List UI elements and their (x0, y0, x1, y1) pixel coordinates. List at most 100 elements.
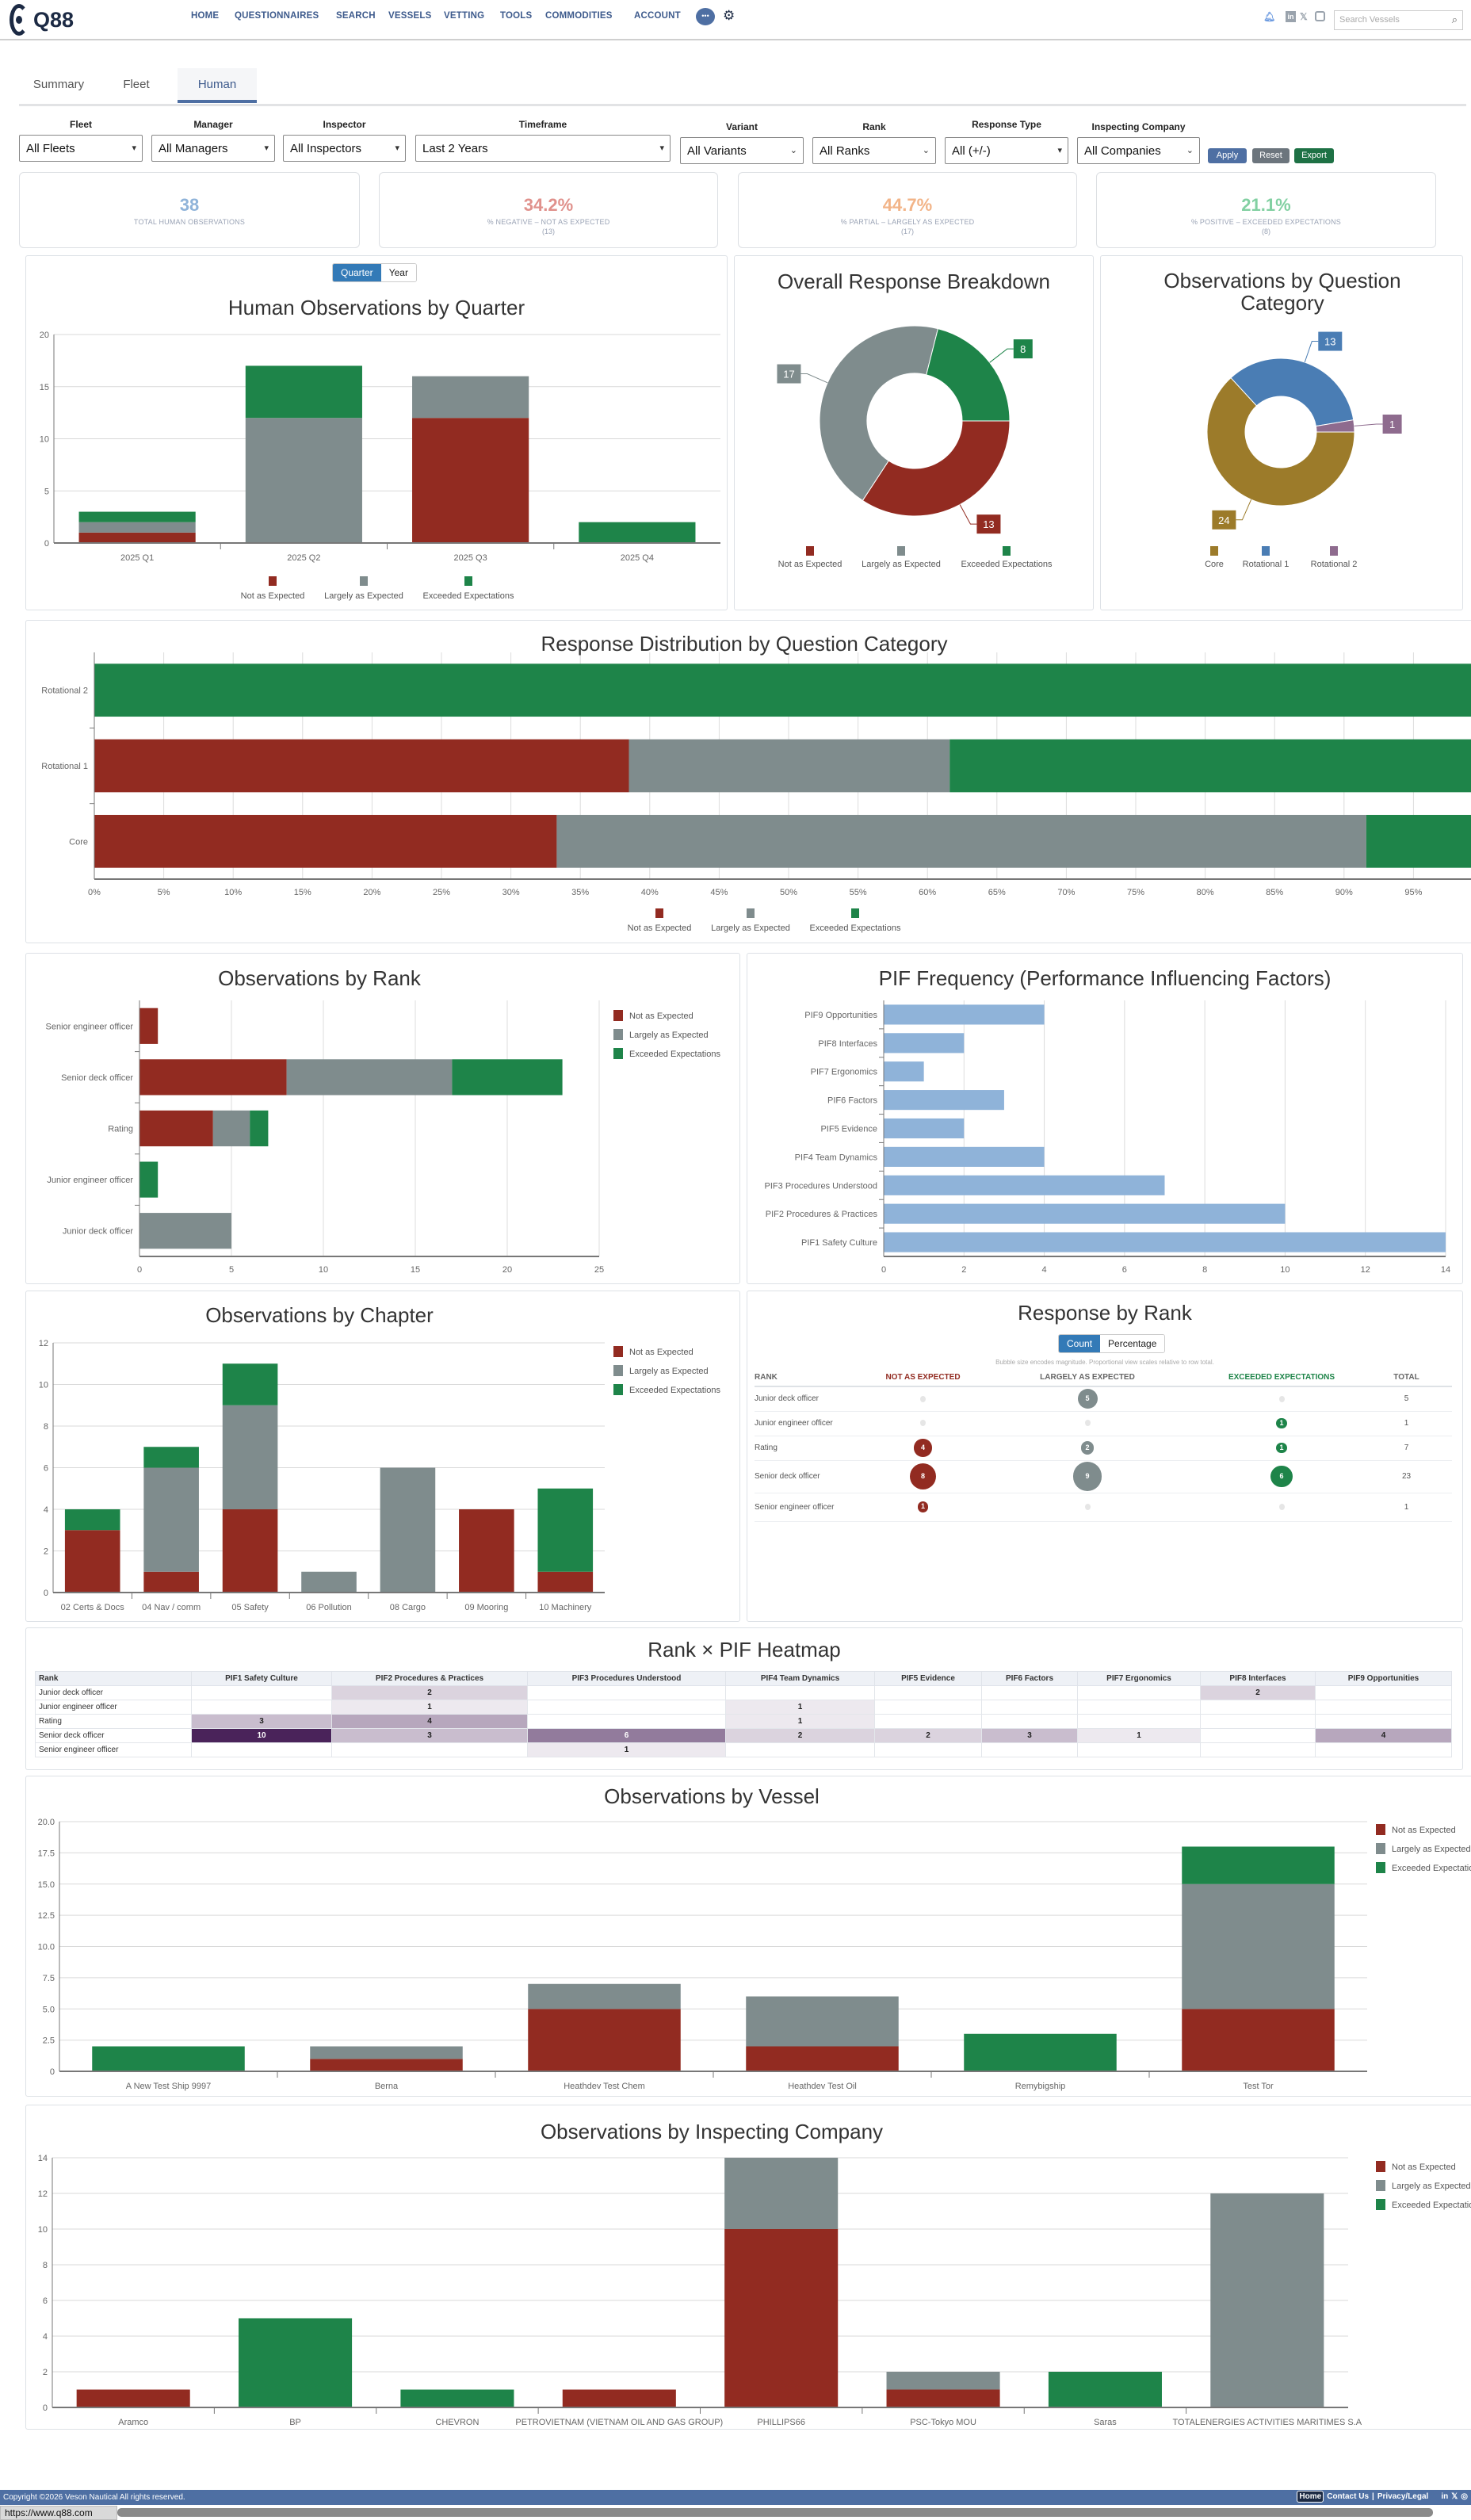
heatmap-row: Junior deck officer 2 2 (35, 1685, 1452, 1700)
horizontal-scrollbar[interactable] (117, 2508, 1433, 2517)
x-tick-label: 60% (919, 888, 936, 897)
bar-segment (222, 1509, 278, 1593)
observations-by-rank-chart: 0 5 10 15 20 25 Senior engineer officer Senior … (46, 1000, 720, 1275)
chart-title: Response by Rank (1018, 1301, 1192, 1325)
nav-vetting[interactable]: VETTING (444, 11, 485, 21)
y-tick-label: 5.0 (43, 2005, 55, 2014)
footer-home-link[interactable]: Home (1297, 2491, 1324, 2503)
x-tick-label: 20 (502, 1265, 512, 1275)
count-toggle-button[interactable]: Count (1059, 1335, 1101, 1352)
nav-tools[interactable]: TOOLS (500, 11, 533, 21)
nav-search[interactable]: SEARCH (336, 11, 376, 21)
fleet-select[interactable]: All Fleets ▾ (19, 135, 143, 162)
kpi-partial: 44.7% % PARTIAL – LARGELY AS EXPECTED (17) (738, 172, 1077, 248)
q88-logo[interactable]: Q88 (10, 4, 74, 36)
heatmap-cell (527, 1714, 726, 1729)
chart-title: Observations by Question Category (1163, 269, 1401, 315)
legend-swatch (613, 1365, 623, 1376)
top-header: Q88 HOME QUESTIONNAIRES SEARCH VESSELS V… (0, 0, 1471, 40)
nav-questionnaires[interactable]: QUESTIONNAIRES (235, 11, 319, 21)
legend-swatch (1003, 546, 1011, 556)
select-value: All (+/-) (952, 144, 991, 158)
chart-title: Overall Response Breakdown (778, 270, 1050, 293)
data-label-box (1013, 339, 1033, 359)
nav-home[interactable]: HOME (191, 11, 220, 21)
legend-swatch (655, 908, 663, 918)
x-tick-label: 35% (571, 888, 589, 897)
value-bubble: 8 (909, 1463, 937, 1490)
footer-contact-link[interactable]: Contact Us (1327, 2492, 1370, 2501)
bar-segment (286, 1059, 453, 1096)
bar-segment (886, 2389, 1000, 2407)
bar-segment (139, 1161, 159, 1198)
tab-human[interactable]: Human (178, 68, 257, 103)
select-value: All Managers (159, 142, 228, 155)
heatmap-cell: 1 (331, 1700, 528, 1715)
chat-icon[interactable]: ••• (696, 8, 715, 25)
bar-segment (884, 1118, 965, 1139)
chart-title: Rank × PIF Heatmap (648, 1638, 841, 1662)
linkedin-icon[interactable]: in (1286, 11, 1296, 22)
x-category-label: 2025 Q4 (621, 553, 654, 563)
column-header: PIF6 Factors (981, 1671, 1078, 1686)
heatmap-cell (1077, 1742, 1201, 1757)
y-tick-label: 12 (38, 2189, 48, 2199)
bar-segment (629, 739, 950, 793)
timeframe-select[interactable]: Last 2 Years ▾ (415, 135, 671, 162)
bar-segment (562, 2389, 676, 2407)
filter-label: Inspecting Company (1091, 121, 1186, 132)
manager-select[interactable]: All Managers ▾ (151, 135, 275, 162)
variant-select[interactable]: All Variants ⌄ (680, 137, 804, 164)
callout-line (989, 348, 1014, 363)
legend-swatch (360, 576, 368, 586)
instagram-icon[interactable]: ◎ (1461, 2492, 1468, 2501)
y-category-label: Senior engineer officer (46, 1022, 134, 1031)
quarter-toggle-button[interactable]: Quarter (333, 264, 381, 281)
nav-account[interactable]: ACCOUNT (634, 11, 681, 21)
data-label: 24 (1218, 514, 1229, 526)
footer-privacy-link[interactable]: Privacy/Legal (1377, 2492, 1429, 2501)
total-cell: 5 (1361, 1386, 1452, 1412)
gear-icon[interactable]: ⚙ (723, 8, 736, 23)
x-category-label: 09 Mooring (464, 1603, 508, 1612)
heatmap-cell: 6 (527, 1728, 726, 1743)
response-type-select[interactable]: All (+/-) ▾ (945, 137, 1068, 164)
bar-segment (746, 1996, 899, 2047)
empty-bubble (920, 1420, 926, 1427)
x-category-label: Heathdev Test Chem (564, 2082, 645, 2091)
linkedin-icon[interactable]: in (1441, 2492, 1449, 2501)
total-cell: 23 (1361, 1460, 1452, 1493)
inspecting-company-select[interactable]: All Companies ⌄ (1077, 137, 1200, 164)
instagram-icon[interactable] (1315, 11, 1325, 21)
nav-commodities[interactable]: COMMODITIES (545, 11, 613, 21)
year-toggle-button[interactable]: Year (380, 264, 416, 281)
y-category-label: Senior deck officer (61, 1073, 133, 1083)
x-tick-label: 30% (502, 888, 520, 897)
heatmap-cell: 10 (191, 1728, 332, 1743)
tab-fleet[interactable]: Fleet (123, 78, 150, 91)
reset-button[interactable]: Reset (1252, 148, 1290, 163)
rank-chart-panel: 0 5 10 15 20 25 Senior engineer officer Senior … (25, 953, 740, 1284)
bell-icon[interactable]: 🔔︎ (1263, 11, 1276, 22)
y-tick-label: 15.0 (38, 1880, 55, 1890)
search-icon[interactable]: ⌕ (1451, 13, 1458, 25)
rank-select[interactable]: All Ranks ⌄ (812, 137, 936, 164)
filter-inspector: Inspector All Inspectors ▾ (283, 119, 406, 162)
export-button[interactable]: Export (1294, 148, 1334, 163)
apply-button[interactable]: Apply (1208, 148, 1247, 163)
search-vessels-input[interactable]: Search Vessels ⌕ (1334, 10, 1463, 30)
nav-vessels[interactable]: VESSELS (388, 11, 432, 21)
x-icon[interactable]: 𝕏 (1451, 2492, 1458, 2501)
tab-summary[interactable]: Summary (32, 78, 85, 91)
footer: Copyright ©2026 Veson Nautical All right… (0, 2490, 1471, 2505)
filter-label: Inspector (323, 119, 366, 130)
inspector-select[interactable]: All Inspectors ▾ (283, 135, 406, 162)
bar-segment (886, 2372, 1000, 2390)
bubble-cell: 2 (972, 1436, 1202, 1461)
x-icon[interactable]: 𝕏 (1300, 11, 1308, 22)
column-header: PIF9 Opportunities (1315, 1671, 1452, 1686)
heatmap-cell (191, 1685, 332, 1700)
percentage-toggle-button[interactable]: Percentage (1100, 1335, 1165, 1352)
empty-bubble (1084, 1420, 1091, 1427)
logo-text: Q88 (33, 7, 75, 32)
